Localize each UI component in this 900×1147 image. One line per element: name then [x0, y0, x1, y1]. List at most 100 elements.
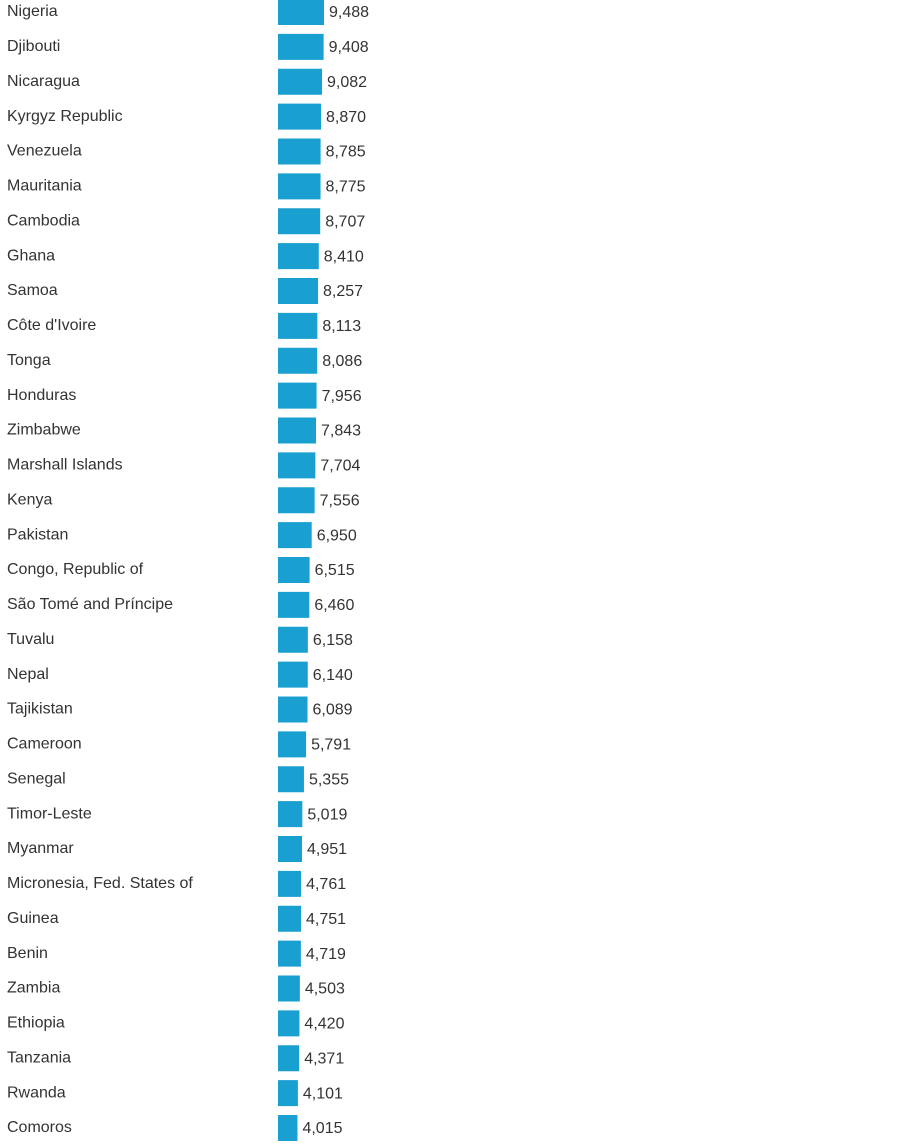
bar — [278, 1010, 300, 1037]
value-label: 4,015 — [302, 1120, 342, 1137]
bar — [278, 1080, 298, 1107]
value-label: 6,158 — [313, 632, 353, 649]
category-label: Zambia — [7, 980, 60, 997]
category-label: Rwanda — [7, 1084, 66, 1101]
value-label: 6,089 — [313, 702, 353, 719]
value-label: 8,870 — [326, 109, 366, 126]
value-label: 5,355 — [309, 771, 349, 788]
value-label: 4,761 — [306, 876, 346, 893]
category-label: Tonga — [7, 352, 51, 369]
bar — [278, 347, 318, 374]
value-label: 8,775 — [326, 179, 366, 196]
category-label: Nicaragua — [7, 73, 80, 90]
category-label: Nepal — [7, 666, 49, 683]
category-label: Venezuela — [7, 143, 82, 160]
bar — [278, 1115, 298, 1141]
value-label: 8,086 — [322, 353, 362, 370]
value-label: 9,408 — [329, 39, 369, 56]
value-label: 8,707 — [325, 213, 365, 230]
category-label: Pakistan — [7, 526, 68, 543]
value-label: 7,956 — [322, 388, 362, 405]
bar — [278, 208, 321, 235]
category-label: Tajikistan — [7, 701, 73, 718]
bar — [278, 905, 302, 932]
bar — [278, 696, 308, 723]
category-label: Ghana — [7, 247, 55, 264]
bar — [278, 870, 302, 897]
category-label: Myanmar — [7, 840, 74, 857]
bar — [278, 33, 324, 60]
value-label: 8,785 — [326, 144, 366, 161]
value-label: 8,113 — [322, 318, 361, 335]
bar — [278, 940, 301, 967]
bar — [278, 312, 318, 339]
bar — [278, 452, 316, 479]
category-label: Kenya — [7, 491, 52, 508]
value-label: 7,843 — [321, 423, 361, 440]
category-label: Timor-Leste — [7, 805, 92, 822]
category-label: Mauritania — [7, 178, 82, 195]
category-label: São Tomé and Príncipe — [7, 596, 173, 613]
bar — [278, 487, 315, 514]
category-label: Tanzania — [7, 1049, 71, 1066]
category-label: Djibouti — [7, 38, 60, 55]
bar — [278, 278, 319, 304]
value-label: 7,556 — [320, 492, 360, 509]
bar — [278, 138, 321, 165]
bar — [278, 731, 307, 758]
category-label: Nigeria — [7, 3, 58, 20]
bar — [278, 68, 323, 95]
value-label: 4,371 — [304, 1050, 344, 1067]
category-label: Tuvalu — [7, 631, 54, 648]
bar — [278, 382, 317, 409]
bar — [278, 103, 322, 130]
value-label: 5,019 — [307, 806, 347, 823]
value-label: 6,950 — [317, 527, 357, 544]
category-label: Micronesia, Fed. States of — [7, 875, 193, 892]
bar — [278, 557, 310, 583]
bar — [278, 836, 303, 862]
value-label: 4,420 — [304, 1016, 344, 1033]
bar — [278, 0, 324, 25]
category-label: Senegal — [7, 770, 66, 787]
value-label: 6,140 — [313, 667, 353, 684]
bar — [278, 243, 319, 270]
bar — [278, 975, 300, 1002]
value-label: 9,488 — [329, 4, 369, 21]
value-label: 4,751 — [306, 911, 346, 928]
value-label: 8,257 — [323, 283, 363, 300]
bar — [278, 626, 308, 653]
value-label: 6,515 — [315, 562, 355, 579]
bar — [278, 766, 304, 793]
category-label: Benin — [7, 945, 48, 962]
category-label: Cameroon — [7, 736, 82, 753]
value-label: 4,951 — [307, 841, 347, 858]
value-label: 7,704 — [320, 458, 360, 475]
value-label: 6,460 — [314, 597, 354, 614]
category-label: Congo, Republic of — [7, 561, 144, 578]
category-label: Cambodia — [7, 212, 80, 229]
category-label: Zimbabwe — [7, 422, 81, 439]
category-label: Guinea — [7, 910, 59, 927]
value-label: 9,082 — [327, 74, 367, 91]
bar — [278, 173, 321, 200]
bar — [278, 1045, 300, 1072]
value-label: 4,101 — [303, 1085, 343, 1102]
bar — [278, 522, 312, 549]
category-label: Côte d'Ivoire — [7, 317, 96, 334]
category-label: Honduras — [7, 387, 76, 404]
category-label: Marshall Islands — [7, 457, 123, 474]
value-label: 5,791 — [311, 737, 351, 754]
bar — [278, 801, 303, 828]
category-label: Ethiopia — [7, 1015, 65, 1032]
category-label: Comoros — [7, 1119, 72, 1136]
value-label: 4,719 — [306, 946, 346, 963]
bar — [278, 591, 310, 618]
value-label: 4,503 — [305, 981, 345, 998]
bar — [278, 661, 308, 688]
category-label: Kyrgyz Republic — [7, 108, 123, 125]
bar — [278, 417, 317, 444]
value-label: 8,410 — [324, 248, 364, 265]
category-label: Samoa — [7, 282, 58, 299]
